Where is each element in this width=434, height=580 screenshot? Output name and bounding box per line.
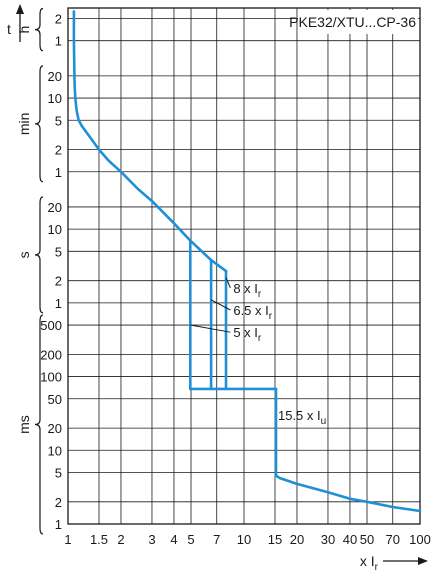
annotation-label-main: 6.5 x I (233, 303, 268, 318)
y-unit-label-min: min (16, 113, 32, 136)
y-unit-brace-ms (34, 314, 44, 535)
x-tick-label: 3 (148, 532, 155, 547)
annotation-label-main: 8 x I (233, 281, 258, 296)
curves (72, 10, 422, 513)
annotation-leader-1 (225, 277, 231, 289)
x-tick-label: 15 (268, 532, 282, 547)
x-tick-label: 1.5 (90, 532, 108, 547)
y-tick-label: 5 (55, 244, 62, 259)
y-tick-label: 20 (48, 421, 62, 436)
x-tick-label: 4 (170, 532, 177, 547)
y-axis-unit-bands: h min s ms (16, 7, 44, 535)
chart-title: PKE32/XTU...CP-36 (289, 14, 416, 30)
x-tick-label: 2 (117, 532, 124, 547)
y-tick-label: 200 (40, 347, 62, 362)
y-unit-brace-min (34, 65, 44, 183)
annotation-label-1: 8 x Ir (233, 281, 262, 300)
x-axis-arrow-head (418, 557, 428, 565)
y-unit-brace-s (34, 196, 44, 314)
x-tick-labels: 1 1.5 2 3 4 5 7 10 15 20 30 40 50 70 100 (64, 532, 430, 547)
y-tick-label: 5 (55, 465, 62, 480)
plot-frame (67, 7, 421, 525)
y-tick-label: 1 (55, 34, 62, 49)
y-tick-label: 50 (48, 392, 62, 407)
x-tick-label: 50 (360, 532, 374, 547)
x-axis-label-text: x Ir (360, 553, 379, 573)
x-axis-label-main: x I (360, 553, 375, 569)
annotation-leader-3 (190, 324, 231, 333)
annotation-label-sub: r (258, 289, 262, 300)
y-unit-label-s: s (16, 251, 32, 258)
x-tick-label: 20 (290, 532, 304, 547)
x-tick-label: 30 (321, 532, 335, 547)
annotation-label-sub: r (269, 311, 273, 322)
annotation-label-main: 15.5 x I (278, 408, 321, 423)
y-unit-brace-h (34, 7, 44, 52)
time-axis-arrow: t (7, 4, 24, 42)
x-tick-label: 5 (187, 532, 194, 547)
y-tick-label: 500 (40, 318, 62, 333)
y-tick-label: 100 (40, 370, 62, 385)
time-axis-label: t (7, 21, 11, 37)
y-tick-label: 20 (48, 69, 62, 84)
x-tick-label: 7 (213, 532, 220, 547)
y-tick-label: 1 (55, 517, 62, 532)
y-tick-label: 1 (55, 165, 62, 180)
curve-segment-6 (274, 387, 422, 513)
annotation-label-2: 6.5 x Ir (233, 303, 272, 322)
y-tick-label: 2 (55, 143, 62, 158)
y-tick-label: 10 (48, 91, 62, 106)
x-axis-label: x Ir (360, 553, 428, 573)
y-unit-label-ms: ms (16, 415, 32, 434)
x-tick-label: 10 (237, 532, 251, 547)
chart-title-background (298, 10, 418, 34)
x-tick-label: 70 (386, 532, 400, 547)
y-unit-label-h: h (16, 26, 32, 34)
x-axis-label-sub: r (375, 562, 379, 573)
annotation-label-sub: r (258, 333, 262, 344)
y-tick-label: 10 (48, 222, 62, 237)
annotation-leader-2 (210, 299, 231, 311)
curve-segment-1 (72, 10, 228, 273)
y-tick-labels: 1 2 1 2 5 10 20 1 2 5 10 20 1 2 5 10 20 50 100 200 500 (40, 12, 62, 532)
x-tick-label: 1 (64, 532, 71, 547)
grid (68, 8, 420, 525)
x-tick-label: 40 (343, 532, 357, 547)
y-tick-label: 10 (48, 443, 62, 458)
y-tick-label: 20 (48, 200, 62, 215)
y-tick-label: 2 (55, 12, 62, 27)
time-axis-arrow-head (16, 4, 24, 14)
y-tick-label: 2 (55, 274, 62, 289)
y-tick-label: 5 (55, 113, 62, 128)
plot-border (67, 7, 421, 525)
annotation-label-sub: u (321, 416, 327, 427)
y-tick-label: 1 (55, 296, 62, 311)
annotation-label-4: 15.5 x Iu (278, 408, 326, 427)
x-tick-label: 100 (409, 532, 431, 547)
annotation-label-main: 5 x I (233, 325, 258, 340)
annotation-label-3: 5 x Ir (233, 325, 262, 344)
y-tick-label: 2 (55, 495, 62, 510)
